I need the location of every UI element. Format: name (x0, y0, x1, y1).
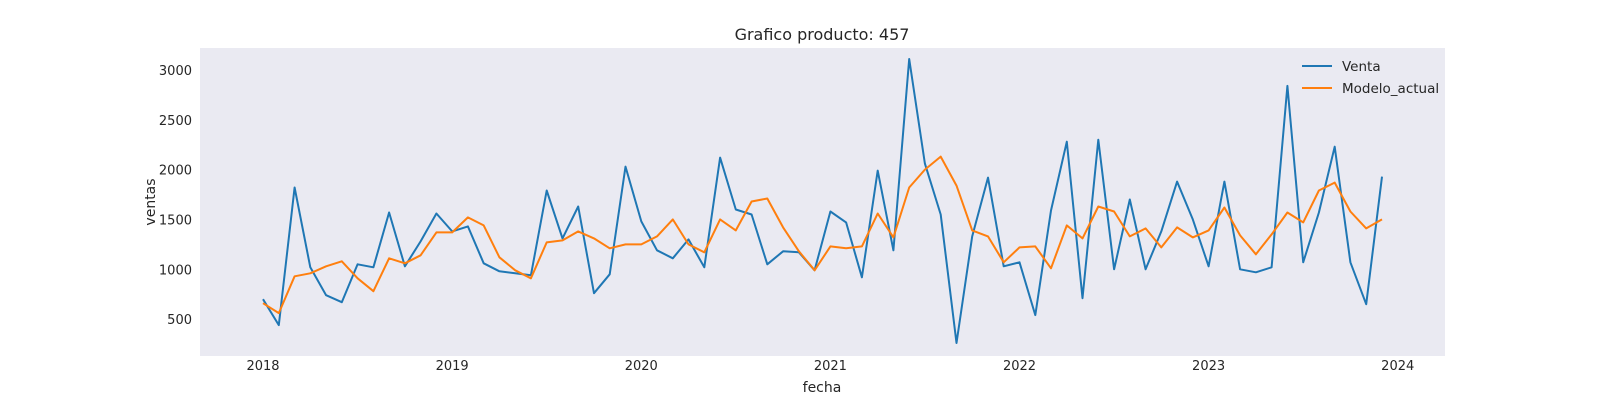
x-tick-label: 2024 (1381, 359, 1414, 374)
legend-label-modelo-actual: Modelo_actual (1342, 81, 1439, 97)
plot-background (200, 48, 1445, 356)
x-axis-label: fecha (803, 380, 842, 396)
x-tick-label: 2019 (436, 359, 469, 374)
x-tick-label: 2020 (625, 359, 658, 374)
y-tick-label: 1500 (159, 213, 192, 228)
y-tick-label: 3000 (159, 64, 192, 79)
chart-title: Grafico producto: 457 (735, 25, 910, 44)
x-tick-label: 2022 (1003, 359, 1036, 374)
y-axis-label: ventas (143, 178, 159, 225)
y-tick-label: 2000 (159, 164, 192, 179)
series-line-modelo-actual (262, 155, 1383, 315)
x-tick-label: 2023 (1192, 359, 1225, 374)
y-tick-label: 2500 (159, 114, 192, 129)
series-layer (262, 58, 1383, 344)
x-axis-ticks: 2018 2019 2020 2021 2022 2023 2024 (246, 359, 1414, 374)
y-axis-ticks: 500 1000 1500 2000 2500 3000 (159, 64, 192, 328)
x-tick-label: 2018 (246, 359, 279, 374)
legend-label-venta: Venta (1342, 59, 1381, 75)
series-line-venta (262, 58, 1383, 344)
y-tick-label: 1000 (159, 263, 192, 278)
y-tick-label: 500 (167, 313, 192, 328)
x-tick-label: 2021 (814, 359, 847, 374)
legend: Venta Modelo_actual (1302, 59, 1439, 97)
